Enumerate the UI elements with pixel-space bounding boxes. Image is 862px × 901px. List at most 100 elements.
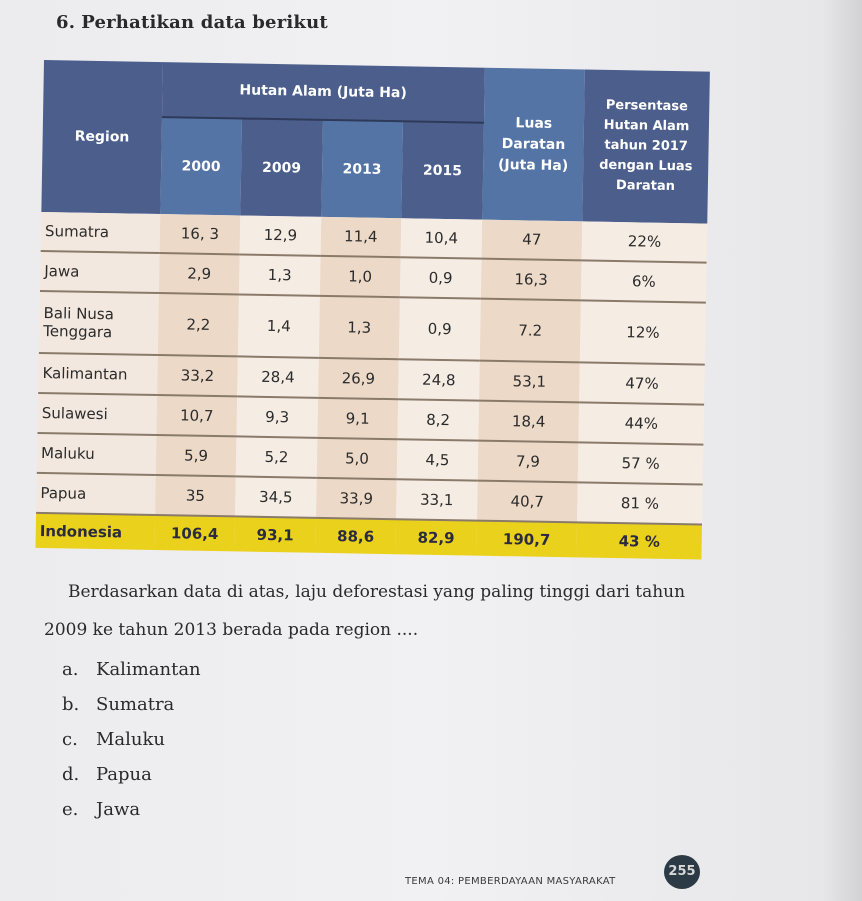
page-edge-shadow (822, 0, 862, 901)
cell-luas: 7,9 (477, 440, 579, 483)
cell-persentase: 6% (581, 260, 707, 303)
cell-2015: 10,4 (400, 218, 482, 259)
cell-2015: 8,2 (397, 399, 479, 441)
header-pct-line: Daratan (615, 178, 676, 195)
question-title: 6. Perhatikan data berikut (56, 12, 328, 33)
option-letter: c. (62, 729, 78, 750)
header-hutan-alam: Hutan Alam (Juta Ha) (161, 62, 485, 123)
header-year-2013: 2013 (320, 119, 404, 219)
cell-luas: 40,7 (476, 480, 578, 523)
cell-2013: 11,4 (320, 216, 402, 258)
row-region-line: Tenggara (43, 322, 113, 342)
header-pct-line: Persentase (605, 97, 689, 115)
cell-persentase: 44% (578, 402, 705, 445)
option-text: Papua (96, 764, 152, 785)
total-persentase: 43 % (576, 522, 702, 560)
total-2000: 106,4 (154, 515, 236, 552)
cell-2013: 5,0 (316, 437, 398, 480)
cell-persentase: 47% (579, 362, 705, 405)
header-luas-line: (Juta Ha) (497, 156, 569, 174)
total-2009: 93,1 (234, 516, 316, 553)
cell-2000: 2,2 (157, 293, 240, 357)
cell-2000: 10,7 (156, 395, 238, 437)
cell-persentase: 12% (579, 300, 706, 365)
total-region: Indonesia (35, 512, 155, 550)
row-region-line: Bali Nusa (43, 304, 115, 324)
cell-luas: 16,3 (480, 258, 582, 301)
option-c[interactable]: c. Maluku (62, 726, 201, 761)
forest-data-table: Region Hutan Alam (Juta Ha) Luas Daratan… (35, 60, 710, 560)
question-prompt: Berdasarkan data di atas, laju deforesta… (44, 572, 724, 650)
header-year-2015: 2015 (401, 121, 484, 220)
total-2015: 82,9 (395, 519, 477, 556)
header-year-2009: 2009 (240, 118, 323, 217)
option-a[interactable]: a. Kalimantan (62, 656, 201, 691)
row-region: Papua (36, 472, 156, 516)
cell-2013: 33,9 (315, 477, 397, 520)
cell-2015: 33,1 (396, 479, 478, 521)
row-region: Sulawesi (37, 392, 157, 436)
cell-2009: 1,3 (239, 254, 321, 296)
row-region: Sumatra (40, 211, 161, 254)
cell-luas: 7.2 (479, 298, 582, 363)
header-luas-daratan: Luas Daratan (Juta Ha) (481, 67, 586, 222)
option-letter: a. (62, 659, 79, 680)
question-prompt-line: 2009 ke tahun 2013 berada pada region ..… (44, 620, 419, 640)
header-persentase: Persentase Hutan Alam tahun 2017 dengan … (582, 69, 710, 224)
option-letter: d. (62, 764, 80, 785)
question-prompt-line: Berdasarkan data di atas, laju deforesta… (68, 582, 686, 602)
cell-2009: 9,3 (236, 396, 318, 438)
header-luas-line: Daratan (501, 135, 566, 153)
cell-2013: 1,0 (319, 255, 401, 298)
cell-2013: 26,9 (317, 357, 399, 400)
cell-luas: 18,4 (478, 400, 580, 443)
cell-2000: 33,2 (156, 355, 239, 397)
cell-persentase: 81 % (577, 482, 703, 525)
option-b[interactable]: b. Sumatra (62, 691, 201, 726)
footer-theme-label: TEMA 04: PEMBERDAYAAN MASYARAKAT (405, 876, 616, 887)
option-letter: b. (62, 694, 80, 715)
header-year-2000: 2000 (160, 117, 243, 216)
option-text: Maluku (96, 729, 166, 750)
cell-2000: 16, 3 (159, 214, 241, 255)
cell-persentase: 22% (581, 221, 708, 263)
row-region: Kalimantan (38, 352, 158, 396)
cell-luas: 53,1 (478, 360, 580, 403)
cell-2009: 5,2 (235, 436, 318, 478)
option-text: Kalimantan (96, 659, 201, 680)
cell-2009: 12,9 (239, 215, 321, 256)
cell-2009: 28,4 (237, 356, 319, 398)
option-e[interactable]: e. Jawa (62, 796, 201, 831)
header-region: Region (41, 60, 163, 215)
header-pct-line: Hutan Alam (603, 117, 690, 135)
cell-2000: 35 (154, 475, 236, 517)
question-title-text: Perhatikan data berikut (81, 12, 328, 33)
row-region: Maluku (36, 432, 157, 476)
cell-2015: 24,8 (398, 359, 480, 401)
cell-2000: 2,9 (158, 253, 240, 295)
cell-2015: 0,9 (398, 297, 481, 361)
data-table-wrapper: Region Hutan Alam (Juta Ha) Luas Daratan… (35, 60, 710, 560)
option-text: Jawa (96, 799, 141, 820)
row-region: Jawa (39, 250, 160, 294)
cell-2015: 0,9 (400, 257, 482, 299)
answer-options: a. Kalimantan b. Sumatra c. Maluku d. Papua … (62, 656, 201, 831)
option-text: Sumatra (96, 694, 175, 715)
page-number-badge: 255 (664, 855, 700, 889)
cell-2009: 34,5 (235, 476, 317, 518)
cell-2013: 1,3 (318, 295, 401, 360)
cell-persentase: 57 % (577, 442, 704, 485)
cell-2009: 1,4 (238, 294, 320, 358)
option-letter: e. (62, 799, 79, 820)
cell-2015: 4,5 (396, 439, 479, 481)
option-d[interactable]: d. Papua (62, 761, 201, 796)
cell-2013: 9,1 (317, 397, 399, 440)
total-2013: 88,6 (315, 517, 397, 555)
header-pct-line: dengan Luas (599, 157, 693, 175)
question-number: 6. (56, 12, 76, 33)
cell-2000: 5,9 (155, 435, 237, 477)
header-pct-line: tahun 2017 (604, 137, 689, 155)
header-luas-line: Luas (515, 114, 553, 132)
table-row: Bali Nusa Tenggara 2,2 1,4 1,3 0,9 7.2 1… (38, 290, 706, 365)
